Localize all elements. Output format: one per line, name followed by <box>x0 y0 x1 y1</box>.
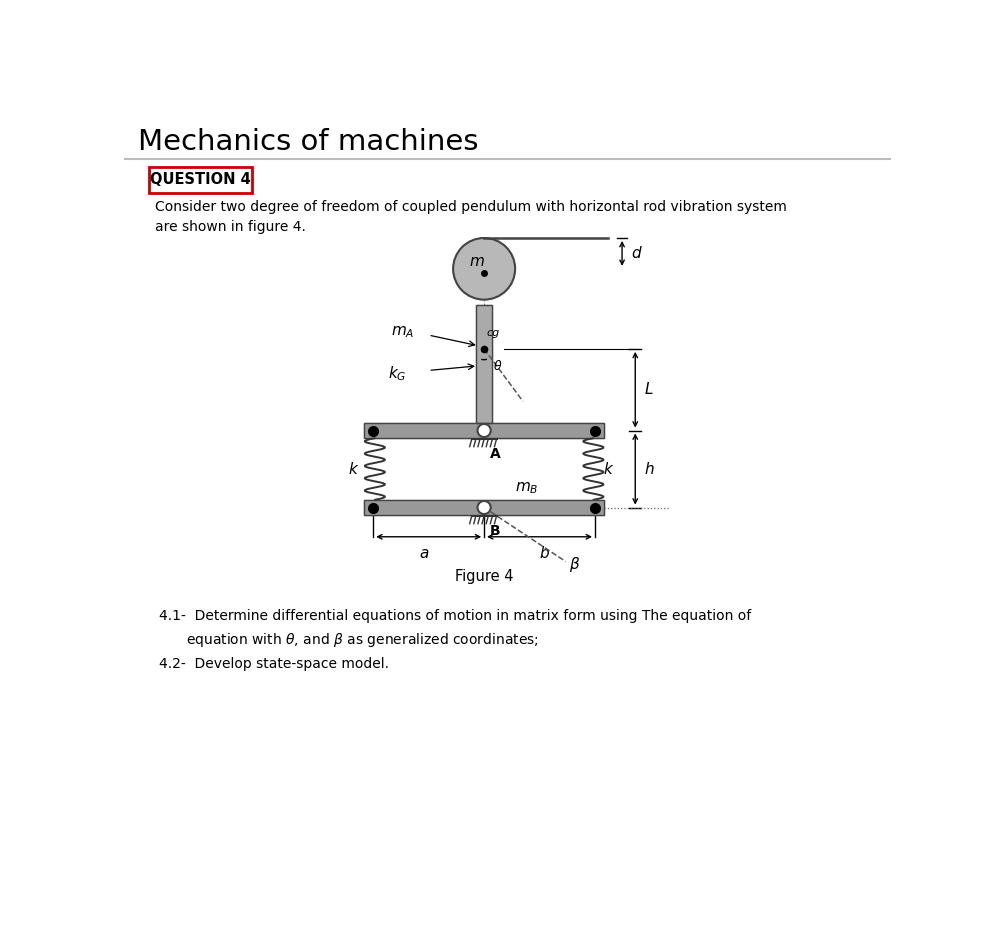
Text: $k$: $k$ <box>348 461 359 477</box>
Text: Consider two degree of freedom of coupled pendulum with horizontal rod vibration: Consider two degree of freedom of couple… <box>154 199 787 213</box>
Text: cg: cg <box>486 329 500 338</box>
Text: h: h <box>644 462 654 477</box>
Text: b: b <box>540 546 549 561</box>
Circle shape <box>477 501 491 514</box>
Text: are shown in figure 4.: are shown in figure 4. <box>154 220 306 233</box>
Bar <box>364 423 604 438</box>
Bar <box>364 423 604 438</box>
Text: $m$: $m$ <box>469 254 485 269</box>
Text: 4.1-  Determine differential equations of motion in matrix form using The equati: 4.1- Determine differential equations of… <box>158 609 750 623</box>
Text: $k_G$: $k_G$ <box>388 364 407 383</box>
Text: QUESTION 4: QUESTION 4 <box>150 172 250 187</box>
Circle shape <box>453 238 515 299</box>
Text: $k$: $k$ <box>603 461 614 477</box>
Text: L: L <box>644 382 653 397</box>
Text: equation with $\theta$, and $\beta$ as generalized coordinates;: equation with $\theta$, and $\beta$ as g… <box>186 631 539 649</box>
FancyBboxPatch shape <box>148 167 252 194</box>
Text: a: a <box>420 546 429 561</box>
Text: Mechanics of machines: Mechanics of machines <box>138 127 478 156</box>
Text: $\theta$: $\theta$ <box>493 359 503 373</box>
Bar <box>364 499 604 515</box>
Text: d: d <box>632 246 641 261</box>
Text: B: B <box>489 524 500 538</box>
Text: $m_B$: $m_B$ <box>515 480 539 496</box>
Bar <box>364 499 604 515</box>
Bar <box>476 305 492 423</box>
Circle shape <box>477 424 491 437</box>
Text: Figure 4: Figure 4 <box>454 569 514 584</box>
Bar <box>476 305 492 423</box>
Text: $m_A$: $m_A$ <box>391 324 415 340</box>
Text: 4.2-  Develop state-space model.: 4.2- Develop state-space model. <box>158 657 389 671</box>
Text: $\beta$: $\beta$ <box>569 555 581 574</box>
Text: A: A <box>489 447 500 461</box>
